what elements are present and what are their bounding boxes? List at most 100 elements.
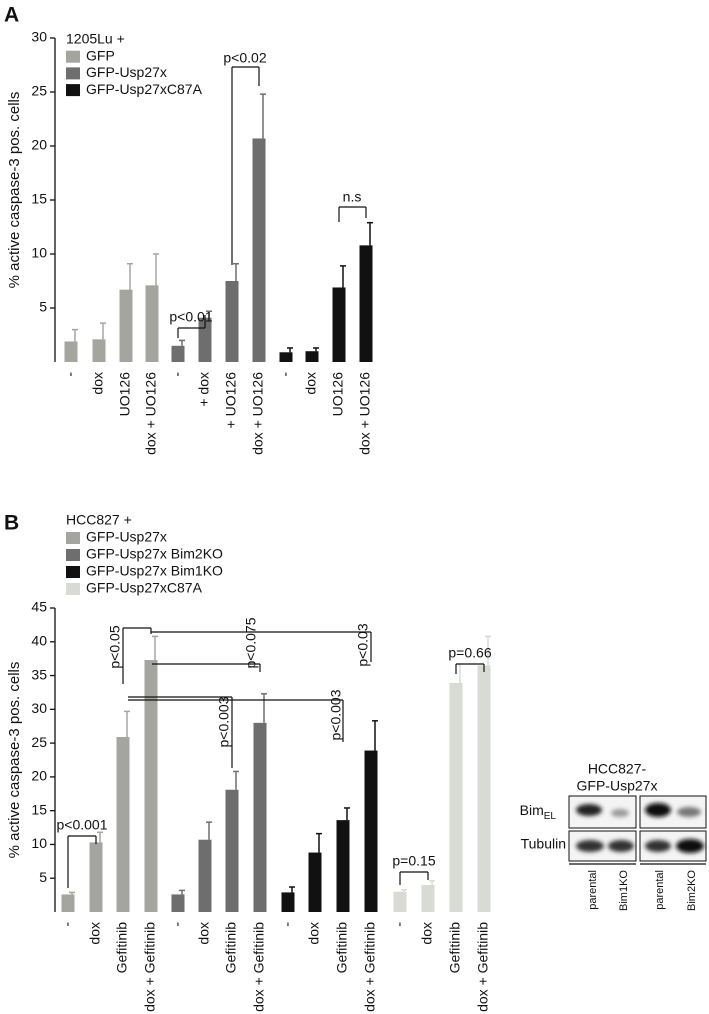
- bar: [89, 842, 103, 912]
- annotation: p=0.15: [392, 853, 435, 869]
- x-tick-label: dox + Gefitinib: [362, 922, 378, 1012]
- blot-row-subscript: EL: [544, 811, 557, 822]
- annotation: p<0.05: [107, 625, 123, 668]
- annotation: p<0.02: [223, 50, 266, 66]
- bar: [477, 665, 491, 912]
- x-tick-label: -: [169, 922, 185, 927]
- x-tick-label: dox + UO126: [250, 372, 266, 455]
- annotation: p<0.01: [169, 309, 212, 325]
- legend-title: HCC827 +: [66, 512, 132, 528]
- y-tick-label: 30: [31, 29, 47, 45]
- bar: [116, 737, 130, 912]
- bar: [119, 289, 133, 362]
- bar: [393, 891, 407, 912]
- bar: [305, 351, 319, 362]
- annotation: p<0.001: [57, 817, 108, 833]
- bar: [421, 884, 435, 912]
- x-tick-label: Gefitinib: [223, 922, 239, 974]
- x-tick-label: Gefitinib: [114, 922, 130, 974]
- x-tick-label: -: [279, 922, 295, 927]
- y-tick-label: 30: [31, 700, 47, 716]
- y-tick-label: 5: [39, 869, 47, 885]
- legend-title: 1205Lu +: [66, 31, 125, 47]
- annotation: p<0.003: [328, 689, 344, 740]
- y-axis-label: % active caspase-3 pos. cells: [6, 92, 23, 289]
- bar: [92, 339, 106, 362]
- bar: [253, 722, 267, 912]
- x-tick-label: UO126: [330, 372, 346, 417]
- panel-letter: A: [4, 4, 19, 27]
- legend-swatch: [66, 532, 80, 544]
- bar: [281, 892, 295, 912]
- x-tick-label: dox: [303, 372, 319, 395]
- lane-label: parental: [654, 870, 666, 910]
- blot-bands: [576, 803, 704, 853]
- blot-title: HCC827-: [588, 761, 647, 777]
- blot-title: GFP-Usp27x: [577, 778, 658, 794]
- x-tick-label: dox + Gefitinib: [142, 922, 158, 1012]
- annotation: n.s: [343, 189, 362, 205]
- bar: [252, 138, 266, 362]
- bar: [336, 820, 350, 912]
- y-tick-label: 45: [31, 599, 47, 615]
- chart-panel: A 1205Lu + % active caspase-3 pos. cells 5 1…: [4, 4, 373, 455]
- annotation: p<0.003: [216, 696, 232, 747]
- x-tick-label: -: [391, 922, 407, 927]
- western-blot: HCC827- GFP-Usp27x BimEL Tubulin parenta…: [520, 761, 707, 911]
- y-tick-label: 5: [39, 299, 47, 315]
- bar: [225, 789, 239, 912]
- legend-swatch: [66, 50, 80, 63]
- bar: [198, 317, 212, 362]
- legend-label: GFP-Usp27xC87A: [86, 580, 203, 596]
- annotation: p<0.075: [243, 617, 259, 668]
- bar: [171, 345, 185, 362]
- y-tick-label: 15: [31, 191, 47, 207]
- legend-swatch: [66, 84, 80, 97]
- bar: [449, 682, 463, 912]
- x-tick-label: dox: [419, 922, 435, 945]
- legend-label: GFP-Usp27x: [86, 64, 167, 80]
- y-tick-label: 20: [31, 768, 47, 784]
- bar: [171, 894, 185, 912]
- bar: [332, 287, 346, 362]
- x-tick-label: -: [277, 372, 293, 377]
- x-tick-label: dox: [87, 922, 103, 945]
- x-tick-label: dox + Gefitinib: [475, 922, 491, 1012]
- x-tick-label: + UO126: [223, 372, 239, 429]
- bar: [279, 352, 293, 362]
- y-tick-label: 25: [31, 734, 47, 750]
- y-tick-label: 20: [31, 137, 47, 153]
- x-tick-label: dox + UO126: [357, 372, 373, 455]
- legend-label: GFP: [86, 47, 115, 63]
- bar: [144, 660, 158, 912]
- bar: [359, 245, 373, 362]
- x-tick-label: -: [169, 372, 185, 377]
- x-tick-label: dox: [306, 922, 322, 945]
- legend-label: GFP-Usp27x: [86, 529, 167, 545]
- lane-label: parental: [587, 870, 599, 910]
- x-tick-label: Gefitinib: [334, 922, 350, 974]
- bar: [308, 852, 322, 912]
- y-tick-label: 10: [31, 835, 47, 851]
- annotation: p=0.66: [448, 645, 491, 661]
- legend-swatch: [66, 67, 80, 80]
- x-tick-label: dox: [196, 922, 212, 945]
- x-tick-label: -: [59, 922, 75, 927]
- annotation: p<0.03: [355, 623, 371, 666]
- x-tick-label: dox + UO126: [143, 372, 159, 455]
- bar: [225, 281, 239, 362]
- lane-label: Bim2KO: [686, 870, 698, 911]
- x-tick-label: dox: [90, 372, 106, 395]
- y-tick-label: 40: [31, 632, 47, 648]
- panel-letter: B: [4, 512, 19, 535]
- legend-label: GFP-Usp27xC87A: [86, 81, 203, 97]
- x-tick-label: dox + Gefitinib: [251, 922, 267, 1012]
- y-tick-label: 25: [31, 83, 47, 99]
- bar: [364, 750, 378, 912]
- y-tick-label: 10: [31, 245, 47, 261]
- blot-row-label: Bim: [520, 802, 544, 818]
- legend-swatch: [66, 583, 80, 595]
- blot-row-label: BimEL: [520, 802, 557, 822]
- bar: [198, 839, 212, 912]
